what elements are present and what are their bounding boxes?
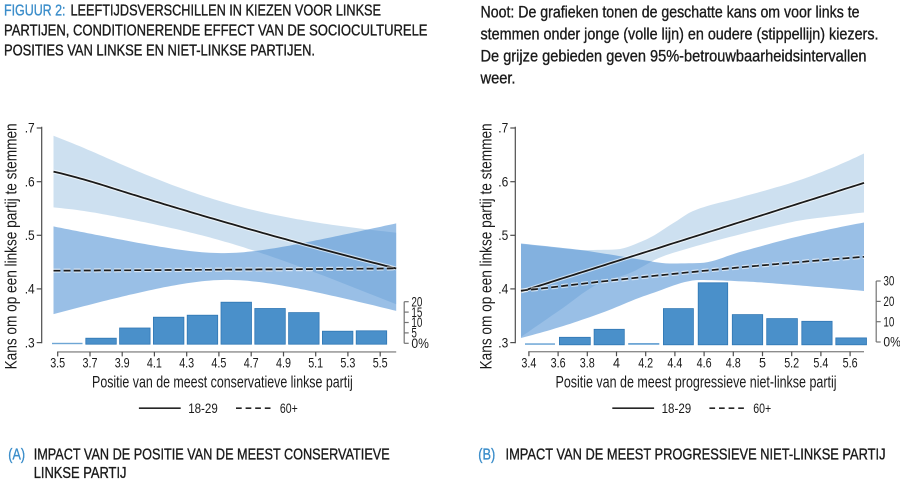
svg-text:5: 5 — [759, 356, 766, 371]
svg-text:5: 5 — [411, 326, 417, 341]
svg-text:.5: .5 — [498, 228, 508, 243]
svg-text:POSITIES VAN LINKSE EN NIET-LI: POSITIES VAN LINKSE EN NIET-LINKSE PARTI… — [4, 43, 315, 60]
svg-text:.6: .6 — [498, 174, 508, 189]
svg-text:10: 10 — [883, 314, 894, 329]
svg-text:18-29: 18-29 — [662, 401, 692, 416]
svg-text:0%: 0% — [883, 335, 900, 350]
svg-text:.5: .5 — [25, 228, 35, 243]
svg-text:4.2: 4.2 — [638, 356, 653, 371]
svg-text:4.5: 4.5 — [211, 356, 226, 371]
svg-text:4.6: 4.6 — [697, 356, 712, 371]
svg-text:4.8: 4.8 — [726, 356, 741, 371]
svg-text:60+: 60+ — [280, 401, 298, 416]
svg-text:3.9: 3.9 — [115, 356, 130, 371]
svg-text:4.9: 4.9 — [276, 356, 291, 371]
svg-text:Positie van de meest progressi: Positie van de meest progressieve niet-l… — [556, 373, 837, 392]
svg-text:.3: .3 — [498, 335, 508, 350]
svg-text:5.2: 5.2 — [784, 356, 799, 371]
svg-text:5.1: 5.1 — [308, 356, 323, 371]
svg-text:.4: .4 — [25, 282, 35, 297]
svg-text:30: 30 — [883, 274, 894, 289]
svg-text:.7: .7 — [25, 121, 35, 136]
svg-text:LINKSE PARTIJ: LINKSE PARTIJ — [34, 465, 127, 482]
svg-text:(A)IMPACT VAN DE POSITIE VAN D: (A) IMPACT VAN DE POSITIE VAN DE MEEST CO… — [8, 446, 389, 463]
svg-text:3.8: 3.8 — [580, 356, 595, 371]
svg-text:Positie van de meest conservat: Positie van de meest conservatieve links… — [92, 373, 353, 392]
svg-text:5.5: 5.5 — [373, 356, 388, 371]
svg-text:10: 10 — [411, 315, 422, 330]
svg-text:5.3: 5.3 — [340, 356, 355, 371]
svg-text:3.4: 3.4 — [521, 356, 536, 371]
svg-text:PARTIJEN, CONDITIONERENDE EFFE: PARTIJEN, CONDITIONERENDE EFFECT VAN DE … — [4, 23, 428, 40]
svg-text:.6: .6 — [25, 174, 35, 189]
svg-text:Kans om op een linkse partij t: Kans om op een linkse partij te stemmen — [476, 123, 495, 369]
svg-text:20: 20 — [411, 294, 422, 309]
svg-text:stemmen onder jonge (volle lij: stemmen onder jonge (volle lijn) en oude… — [481, 25, 879, 44]
svg-text:20: 20 — [883, 294, 894, 309]
svg-text:3.6: 3.6 — [551, 356, 566, 371]
svg-text:3.7: 3.7 — [83, 356, 98, 371]
svg-text:0%: 0% — [411, 336, 429, 351]
svg-text:5.4: 5.4 — [813, 356, 828, 371]
svg-text:15: 15 — [411, 305, 422, 320]
svg-text:4: 4 — [613, 356, 620, 371]
svg-text:4.7: 4.7 — [244, 356, 259, 371]
svg-text:4.4: 4.4 — [667, 356, 682, 371]
svg-text:.4: .4 — [498, 282, 508, 297]
svg-text:4.1: 4.1 — [147, 356, 162, 371]
svg-text:weer.: weer. — [480, 69, 516, 88]
svg-text:Noot: De grafieken tonen de ge: Noot: De grafieken tonen de geschatte ka… — [481, 3, 860, 22]
svg-text:60+: 60+ — [753, 401, 771, 416]
svg-text:3.5: 3.5 — [50, 356, 65, 371]
svg-text:18-29: 18-29 — [188, 401, 218, 416]
svg-text:FIGUUR 2:LEEFTIJDSVERSCHILLEN: FIGUUR 2: LEEFTIJDSVERSCHILLEN IN KIEZEN … — [4, 3, 381, 20]
svg-text:(B)IMPACT VAN DE MEEST PROGRES: (B) IMPACT VAN DE MEEST PROGRESSIEVE NIET… — [478, 447, 885, 464]
svg-text:5.6: 5.6 — [843, 356, 858, 371]
svg-text:De grijze gebieden geven 95%-b: De grijze gebieden geven 95%-betrouwbaar… — [481, 47, 867, 66]
svg-text:Kans om op een linkse partij t: Kans om op een linkse partij te stemmen — [2, 123, 21, 369]
svg-text:.7: .7 — [498, 121, 508, 136]
svg-text:4.3: 4.3 — [179, 356, 194, 371]
svg-text:.3: .3 — [25, 335, 35, 350]
